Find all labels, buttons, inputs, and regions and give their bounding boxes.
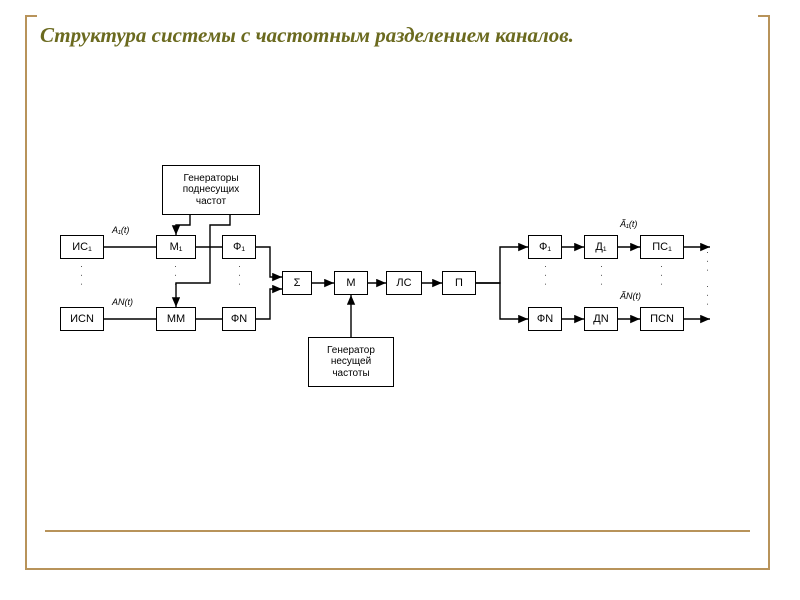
- node-dn: ДN: [584, 307, 618, 331]
- edge-label-a1t: A₁(t): [112, 225, 129, 235]
- edge-p-f1r: [476, 247, 528, 283]
- node-ps1: ПС₁: [640, 235, 684, 259]
- edge-gen_sub-m1: [176, 215, 190, 235]
- edge-f1-sum: [256, 247, 282, 277]
- edge-label-a1tr: Ã₁(t): [620, 219, 637, 229]
- node-ls: ЛС: [386, 271, 422, 295]
- node-gen_carrier: Генераторнесущейчастоты: [308, 337, 394, 387]
- node-psn: ПСN: [640, 307, 684, 331]
- node-m_main: М: [334, 271, 368, 295]
- node-mm: МM: [156, 307, 196, 331]
- edge-fn-sum: [256, 289, 282, 319]
- block-diagram: Генераторыподнесущихчастот ИС₁ ИСN М₁ МM Ф₁ ФN…: [60, 165, 740, 445]
- edge-p-fnr: [476, 283, 528, 319]
- edge-label-ant: AN(t): [112, 297, 133, 307]
- node-gen_sub: Генераторыподнесущихчастот: [162, 165, 260, 215]
- ellipsis-5: · · ·: [658, 265, 664, 287]
- node-d1: Д₁: [584, 235, 618, 259]
- edge-label-antr: ÃN(t): [620, 291, 641, 301]
- node-fn: ФN: [222, 307, 256, 331]
- ellipsis-6: · · ·: [704, 251, 710, 273]
- ellipsis-1: · · ·: [172, 265, 178, 287]
- ellipsis-0: · · ·: [78, 265, 84, 287]
- bottom-rule: [45, 530, 750, 532]
- node-isn: ИСN: [60, 307, 104, 331]
- edge-gen_sub-mm: [176, 215, 230, 307]
- ellipsis-4: · · ·: [598, 265, 604, 287]
- node-fnr: ФN: [528, 307, 562, 331]
- node-f1r: Ф₁: [528, 235, 562, 259]
- ellipsis-7: · · ·: [704, 285, 710, 307]
- node-m1: М₁: [156, 235, 196, 259]
- page-title: Структура системы с частотным разделение…: [40, 22, 574, 48]
- node-p: П: [442, 271, 476, 295]
- node-sum: Σ: [282, 271, 312, 295]
- node-f1: Ф₁: [222, 235, 256, 259]
- frame-notch-right: [758, 15, 770, 17]
- ellipsis-2: · · ·: [236, 265, 242, 287]
- frame-notch-left: [25, 15, 37, 17]
- node-is1: ИС₁: [60, 235, 104, 259]
- ellipsis-3: · · ·: [542, 265, 548, 287]
